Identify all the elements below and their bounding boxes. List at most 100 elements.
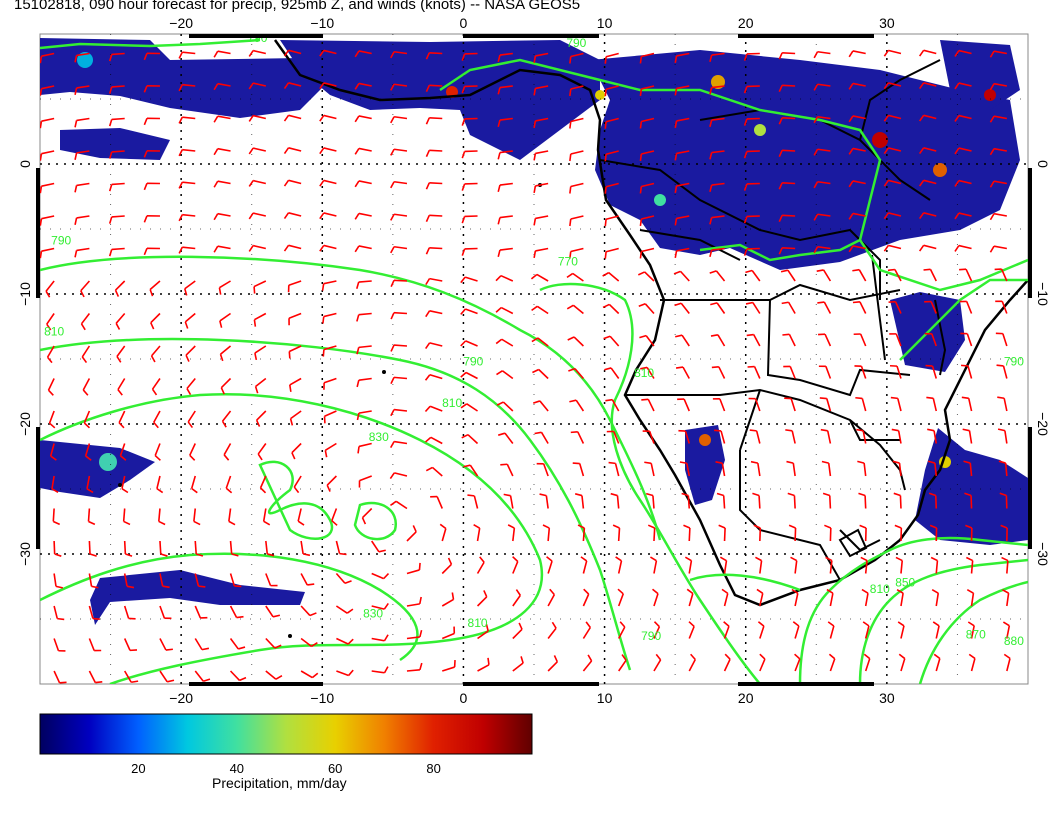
wind-barb-feather	[674, 55, 678, 63]
wind-barb-staff	[217, 82, 231, 87]
wind-barb-feather	[997, 428, 1006, 432]
wind-barb-staff	[194, 638, 203, 651]
wind-barb-staff	[159, 638, 167, 651]
wind-barb-feather	[778, 182, 783, 190]
wind-barb-feather	[193, 520, 201, 526]
wind-barb-staff	[817, 148, 831, 152]
precip-core	[595, 90, 605, 100]
wind-barb-feather	[321, 283, 325, 291]
wind-barb-staff	[608, 303, 620, 315]
wind-barb-feather	[892, 460, 900, 464]
wind-barb-staff	[323, 212, 337, 217]
wind-barb-staff	[864, 560, 868, 574]
wind-barb-feather	[927, 460, 936, 464]
wind-barb-staff	[501, 370, 514, 380]
wind-barb-feather	[354, 245, 360, 253]
wind-barb-staff	[641, 215, 655, 220]
wind-barb-feather	[213, 50, 219, 58]
wind-barb-feather	[674, 88, 678, 96]
wind-barb-feather	[743, 183, 748, 191]
wind-barb-staff	[300, 605, 311, 617]
wind-barb-staff	[335, 540, 341, 554]
wind-barb-staff	[300, 573, 308, 586]
wind-barb-feather	[425, 149, 431, 158]
wind-barb-feather	[743, 86, 748, 94]
wind-barb-staff	[429, 247, 443, 250]
wind-barb-staff	[723, 560, 728, 574]
wind-barb-feather	[40, 251, 43, 259]
wind-barb-feather	[263, 520, 271, 526]
wind-barb-feather	[813, 213, 819, 221]
wind-barb-staff	[217, 147, 231, 152]
wind-barb-feather	[383, 666, 389, 674]
wind-barb-staff	[406, 531, 417, 542]
wind-barb-staff	[860, 365, 867, 379]
wind-barb-feather	[690, 653, 696, 661]
wind-barb-staff	[499, 150, 513, 154]
wind-barb-feather	[897, 621, 905, 627]
wind-barb-staff	[570, 85, 584, 90]
wind-barb-staff	[582, 660, 593, 672]
wind-barb-feather	[709, 119, 713, 128]
wind-barb-feather	[383, 634, 389, 642]
wind-barb-feather	[425, 310, 431, 318]
wind-barb-feather	[55, 585, 63, 589]
wind-barb-feather	[248, 147, 254, 155]
wind-barb-feather	[612, 524, 620, 529]
lon-tick-label-top: −10	[310, 15, 334, 31]
wind-barb-feather	[1000, 524, 1008, 529]
wind-barb-feather	[743, 248, 748, 256]
wind-barb-feather	[178, 181, 184, 189]
wind-barb-feather	[647, 524, 655, 529]
wind-barb-feather	[883, 212, 890, 220]
wind-barb-staff	[864, 658, 871, 672]
wind-barb-feather	[45, 290, 51, 298]
wind-barb-staff	[252, 49, 267, 55]
wind-barb-staff	[958, 179, 972, 185]
lat-tick-label-left: 0	[17, 160, 33, 168]
wind-barb-feather	[966, 589, 974, 594]
wind-barb-feather	[863, 653, 871, 660]
axis-tick-labels: −20 −20 −10 −10 0 0 10 10 20 20 30 30 0 0 −10 −10 −20 −20…	[17, 15, 1051, 706]
contour-line	[40, 255, 662, 541]
wind-barb-feather	[574, 493, 583, 497]
wind-barb-staff	[578, 463, 585, 477]
wind-barb-staff	[570, 182, 584, 188]
wind-barb-feather	[503, 493, 511, 497]
wind-barb-feather	[883, 82, 890, 90]
wind-barb-feather	[460, 308, 466, 315]
wind-barb-feather	[283, 212, 290, 219]
wind-barb-feather	[813, 181, 819, 189]
wind-barb-staff	[371, 572, 384, 580]
wind-barb-feather	[319, 212, 325, 220]
wind-barb-staff	[116, 345, 126, 357]
wind-barb-staff	[676, 117, 690, 122]
wind-barb-staff	[288, 244, 302, 250]
wind-barb-staff	[888, 212, 902, 217]
wind-barb-feather	[714, 429, 722, 432]
wind-barb-feather	[203, 678, 211, 682]
wind-barb-staff	[826, 398, 832, 412]
contour-line	[40, 393, 544, 684]
wind-barb-feather	[425, 52, 431, 60]
wind-barb-staff	[852, 115, 866, 120]
wind-barb-feather	[710, 302, 718, 306]
wind-barb-feather	[639, 334, 647, 339]
wind-barb-feather	[390, 246, 395, 254]
wind-barb-feather	[931, 588, 939, 594]
wind-barb-feather	[339, 552, 347, 556]
wind-barb-staff	[792, 463, 796, 477]
wind-barb-feather	[74, 152, 78, 160]
wind-barb-feather	[108, 184, 113, 192]
wind-barb-feather	[80, 290, 85, 298]
wind-barb-feather	[319, 179, 325, 187]
wind-barb-feather	[178, 149, 184, 157]
wind-barb-staff	[151, 378, 161, 390]
wind-barb-feather	[497, 217, 501, 225]
wind-barb-feather	[602, 303, 610, 309]
wind-barb-staff	[499, 85, 513, 89]
wind-barb-staff	[611, 399, 620, 412]
wind-barb-staff	[958, 49, 972, 55]
wind-barb-feather	[460, 403, 468, 409]
precip-area	[40, 38, 330, 118]
